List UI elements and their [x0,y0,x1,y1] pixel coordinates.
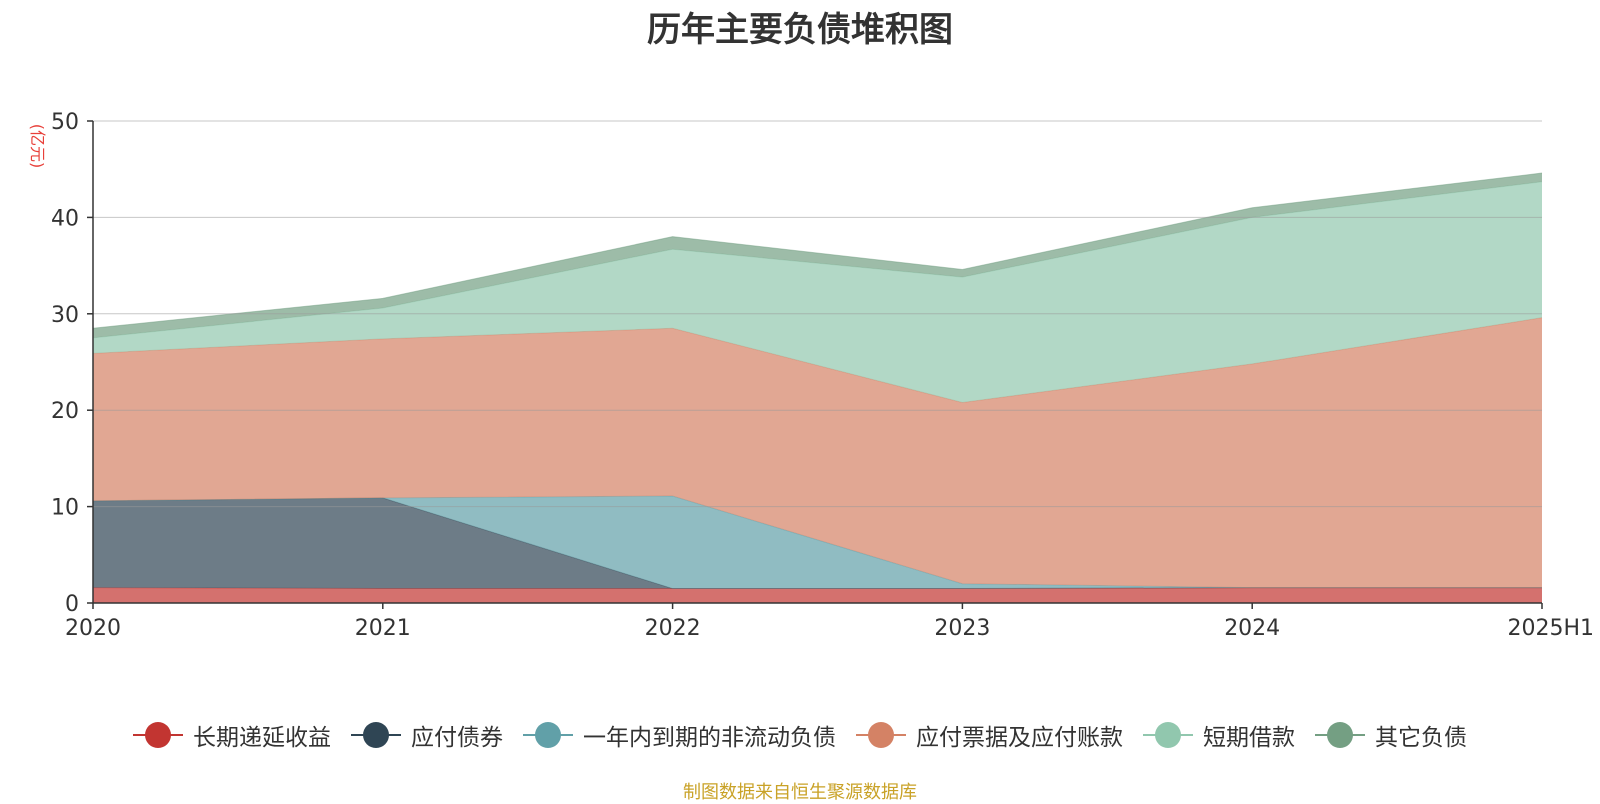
y-tick-label-3: 20 [51,399,79,424]
legend-marker-dot [868,722,894,748]
legend-label: 短期借款 [1203,725,1295,751]
legend-marker-icon [856,722,906,748]
legend-marker-icon [523,722,573,748]
series-4-area [93,317,1542,588]
legend-marker-icon [1143,722,1193,748]
legend-marker-dot [145,722,171,748]
chart-title: 历年主要负债堆积图 [647,10,953,50]
legend-label: 长期递延收益 [193,725,331,751]
legend-marker-icon [351,722,401,748]
legend-marker-icon [133,722,183,748]
x-tick-label-4: 2023 [934,616,990,641]
series-6-line [92,172,1543,329]
x-tick-label-6: 2025H1 [1507,616,1594,641]
legend-item-5[interactable]: 短期借款 [1143,718,1295,752]
y-tick-label-2: 10 [51,496,79,521]
legend-label: 应付票据及应付账款 [916,725,1123,751]
x-tick-label-5: 2024 [1224,616,1280,641]
y-tick-label-4: 30 [51,303,79,328]
legend-marker-dot [363,722,389,748]
legend-item-1[interactable]: 长期递延收益 [133,718,331,752]
chart-legend: 长期递延收益 应付债券 一年内到期的非流动负债 应付票据及应付账款 短期借款 其它负债 [0,718,1600,752]
legend-marker-icon [1315,722,1365,748]
series-2-area [93,497,1542,589]
legend-item-6[interactable]: 其它负债 [1315,718,1467,752]
data-source-note: 制图数据来自恒生聚源数据库 [683,782,917,803]
x-tick-label-1: 2020 [65,616,121,641]
y-tick-label-5: 40 [51,206,79,231]
legend-item-2[interactable]: 应付债券 [351,718,503,752]
legend-label: 其它负债 [1375,725,1467,751]
x-tick-label-3: 2022 [645,616,701,641]
legend-marker-dot [535,722,561,748]
legend-marker-dot [1155,722,1181,748]
area-chart: 0 10 20 30 40 50 2020 2021 2022 2023 2024 2025H1 (亿元… [28,110,1594,641]
legend-item-4[interactable]: 应付票据及应付账款 [856,718,1123,752]
series-1-area [93,587,1542,603]
y-tick-label-6: 50 [51,110,79,135]
legend-label: 应付债券 [411,725,503,751]
legend-item-3[interactable]: 一年内到期的非流动负债 [523,718,836,752]
series-5-area [93,181,1542,403]
series-3-area [93,495,1542,589]
legend-marker-dot [1327,722,1353,748]
y-tick-label-1: 0 [65,592,79,617]
y-axis-unit-label: (亿元) [28,124,47,169]
legend-label: 一年内到期的非流动负债 [583,725,836,751]
series-6-area [93,173,1542,338]
x-tick-label-2: 2021 [355,616,411,641]
